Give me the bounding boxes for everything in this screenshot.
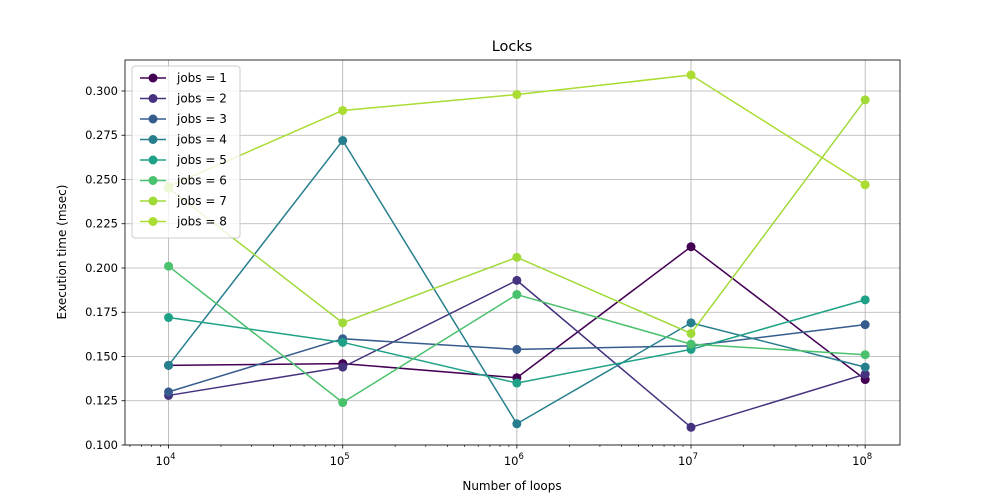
legend-label: jobs = 2	[176, 92, 227, 106]
data-point	[512, 419, 522, 429]
x-tick-label: 106	[504, 452, 524, 468]
x-tick-exponent: 7	[693, 452, 698, 462]
data-point	[686, 422, 696, 432]
x-tick-exponent: 8	[867, 452, 872, 462]
legend-label: jobs = 4	[176, 133, 227, 147]
data-point	[686, 242, 696, 252]
y-tick-label: 0.125	[85, 394, 118, 408]
legend-item: jobs = 6	[140, 174, 227, 188]
legend-item: jobs = 7	[140, 194, 227, 208]
data-point	[512, 90, 522, 100]
legend-label: jobs = 3	[176, 112, 227, 126]
y-tick-label: 0.250	[85, 172, 118, 186]
data-point	[860, 350, 870, 360]
data-point	[512, 252, 522, 262]
legend-marker	[148, 114, 158, 124]
x-tick-base: 10	[504, 454, 519, 468]
legend-item: jobs = 2	[140, 92, 227, 106]
x-tick-exponent: 5	[344, 452, 349, 462]
data-point	[860, 369, 870, 379]
data-point	[164, 387, 174, 397]
x-tick-label: 105	[330, 452, 350, 468]
data-point	[338, 337, 348, 347]
legend-marker	[148, 73, 158, 83]
grid	[125, 60, 900, 446]
y-tick-label: 0.275	[85, 128, 118, 142]
x-tick-exponent: 6	[518, 452, 523, 462]
legend-item: jobs = 3	[140, 112, 227, 126]
x-tick-label: 108	[852, 452, 872, 468]
x-tick-base: 10	[156, 454, 171, 468]
data-point	[164, 360, 174, 370]
legend-item: jobs = 5	[140, 153, 227, 167]
legend-item: jobs = 8	[140, 215, 227, 229]
plot-frame	[124, 59, 901, 446]
data-point	[338, 136, 348, 146]
legend-marker	[148, 135, 158, 144]
data-point	[512, 290, 522, 300]
data-point	[338, 398, 348, 408]
y-axis-label: Execution time (msec)	[55, 185, 69, 320]
legend-item: jobs = 1	[140, 71, 227, 85]
data-point	[860, 295, 870, 305]
data-point	[860, 180, 870, 190]
data-point	[338, 362, 348, 372]
legend-marker	[148, 196, 158, 206]
legend-marker	[148, 94, 158, 103]
x-axis-label: Number of loops	[462, 479, 561, 493]
legend-label: jobs = 8	[176, 215, 227, 229]
x-tick-exponent: 4	[170, 452, 175, 462]
data-point	[686, 70, 696, 80]
data-point	[338, 318, 348, 328]
data-point	[512, 275, 522, 285]
y-tick-label: 0.225	[85, 217, 118, 231]
legend-item: jobs = 4	[140, 133, 227, 147]
series-layer	[164, 70, 870, 432]
data-point	[164, 261, 174, 271]
x-tick-base: 10	[852, 454, 867, 468]
axis-ticks: 0.100 0.125 0.150 0.175 0.200 0.225 0.250 0.275…	[85, 84, 872, 468]
data-point	[686, 318, 696, 328]
legend-label: jobs = 1	[176, 71, 227, 85]
series-8	[164, 70, 870, 192]
y-tick-label: 0.100	[85, 438, 118, 452]
data-point	[686, 328, 696, 338]
data-point	[164, 313, 174, 323]
data-point	[686, 339, 696, 349]
data-point	[512, 344, 522, 354]
y-tick-label: 0.150	[85, 349, 118, 363]
y-tick-label: 0.200	[85, 261, 118, 275]
data-point	[338, 105, 348, 115]
data-point	[860, 320, 870, 330]
series-5	[164, 295, 870, 388]
x-tick-label: 107	[678, 452, 698, 468]
y-tick-label: 0.175	[85, 305, 118, 319]
x-tick-label: 104	[156, 452, 176, 468]
y-tick-label: 0.300	[85, 84, 118, 98]
legend-marker	[148, 155, 158, 165]
chart-title: Locks	[492, 39, 533, 55]
legend-marker	[148, 217, 158, 226]
series-6	[164, 261, 870, 408]
data-point	[860, 362, 870, 372]
legend-label: jobs = 7	[176, 194, 227, 208]
x-tick-base: 10	[678, 454, 693, 468]
legend-label: jobs = 5	[176, 153, 227, 167]
series-4	[164, 136, 870, 429]
data-point	[512, 378, 522, 388]
data-point	[860, 95, 870, 105]
legend-label: jobs = 6	[176, 174, 227, 188]
legend-frame	[131, 65, 241, 239]
legend: jobs = 1 jobs = 2 jobs = 3 jobs = 4 jobs = 5…	[131, 65, 241, 239]
x-tick-base: 10	[330, 454, 345, 468]
legend-marker	[148, 176, 158, 185]
